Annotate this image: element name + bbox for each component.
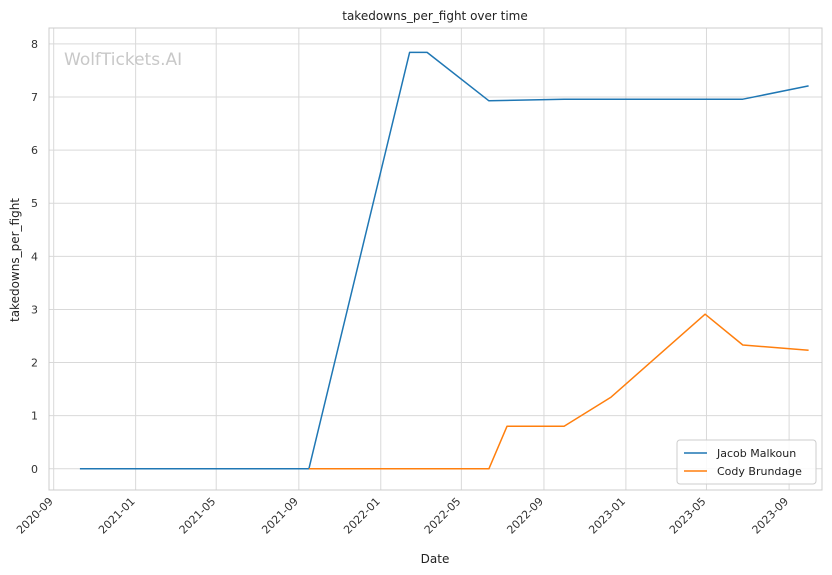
watermark: WolfTickets.AI <box>64 50 182 70</box>
legend: Jacob Malkoun Cody Brundage <box>676 439 817 485</box>
series-line-1 <box>79 51 809 470</box>
y-tick-label: 8 <box>31 38 38 51</box>
legend-box <box>676 439 817 485</box>
legend-label: Cody Brundage <box>717 465 802 478</box>
y-tick-label: 0 <box>31 463 38 476</box>
y-tick-label: 6 <box>31 144 38 157</box>
y-tick-label: 2 <box>31 357 38 370</box>
grid <box>49 28 822 490</box>
y-tick-label: 3 <box>31 303 38 316</box>
legend-label: Jacob Malkoun <box>716 447 796 460</box>
y-tick-label: 5 <box>31 197 38 210</box>
y-axis-label: takedowns_per_fight <box>8 198 22 322</box>
y-tick-label: 4 <box>31 250 38 263</box>
y-tick-label: 1 <box>31 410 38 423</box>
series-layer <box>79 51 809 470</box>
x-axis-label: Date <box>421 552 450 566</box>
y-tick-label: 7 <box>31 91 38 104</box>
plot-frame <box>48 27 823 491</box>
chart-title: takedowns_per_fight over time <box>342 9 528 23</box>
series-line-2 <box>308 313 809 470</box>
